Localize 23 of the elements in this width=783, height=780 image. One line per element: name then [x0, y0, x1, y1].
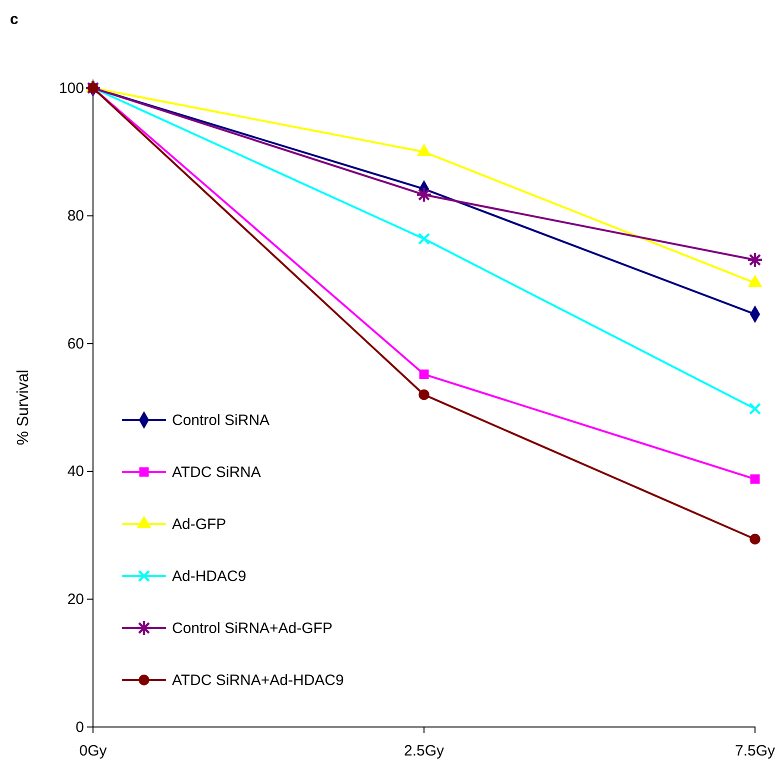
point: [749, 403, 761, 415]
x-tick-label: 7.5Gy: [734, 742, 776, 760]
text: c: [10, 11, 18, 28]
point: [750, 534, 760, 544]
point: [419, 370, 429, 380]
y-tick-label: 20: [67, 591, 84, 608]
y-tick-label: 80: [67, 208, 84, 225]
y-tick-label: 60: [67, 335, 84, 352]
legend-label: ATDC SiRNA+Ad-HDAC9: [172, 672, 344, 689]
point: [418, 233, 430, 245]
point: [418, 389, 430, 400]
legend-label: Control SiRNA: [172, 412, 270, 429]
y-tick-label: 40: [67, 463, 84, 480]
y-axis-title: % Survival: [15, 370, 32, 446]
legend-label: Ad-HDAC9: [172, 568, 246, 585]
legend-label: ATDC SiRNA: [172, 464, 261, 481]
x-tick-label: 2.5Gy: [404, 742, 445, 760]
y-tick-label: 0: [76, 718, 84, 736]
legend-label: Ad-GFP: [172, 516, 226, 533]
y-tick-label: 100: [58, 80, 84, 97]
x-tick-label: 0Gy: [79, 742, 108, 760]
legend-label: Control SiRNA+Ad-GFP: [172, 620, 332, 637]
point: [750, 474, 760, 484]
